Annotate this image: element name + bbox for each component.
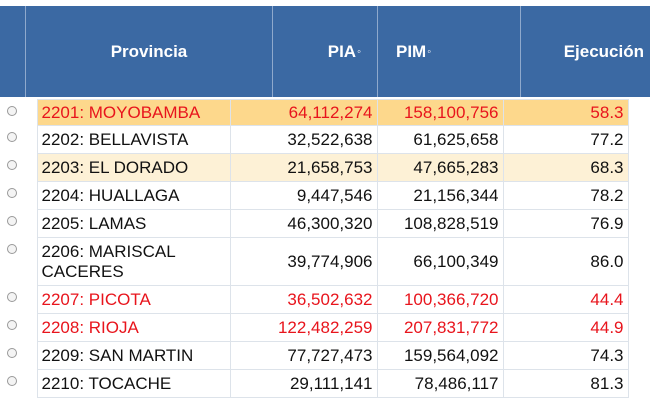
sort-icon[interactable]: ◦ — [427, 45, 432, 58]
column-header-pim[interactable]: PIM ◦ — [377, 6, 520, 97]
ejecucion-cell: 76.9 — [502, 209, 629, 238]
radio-button[interactable] — [7, 215, 17, 226]
row-select-cell[interactable] — [0, 126, 37, 154]
row-select-cell[interactable] — [0, 314, 37, 342]
provincia-cell: 2205: LAMAS — [36, 209, 231, 238]
row-select-cell[interactable] — [0, 238, 37, 286]
provincia-cell: 2206: MARISCAL CACERES — [36, 237, 231, 286]
radio-button[interactable] — [7, 347, 17, 358]
table-row[interactable]: 2203: EL DORADO 21,658,753 47,665,283 68… — [0, 153, 629, 182]
table-row[interactable]: 2207: PICOTA 36,502,632 100,366,720 44.4 — [0, 285, 629, 314]
radio-button[interactable] — [7, 159, 17, 170]
radio-button[interactable] — [7, 319, 17, 330]
data-table: 2201: MOYOBAMBA 64,112,274 158,100,756 5… — [0, 99, 629, 398]
row-select-cell[interactable] — [0, 210, 37, 238]
row-select-cell[interactable] — [0, 182, 37, 210]
ejecucion-cell: 44.9 — [502, 313, 629, 342]
pim-cell: 47,665,283 — [376, 153, 504, 182]
provincia-cell: 2210: TOCACHE — [36, 369, 231, 398]
table-row[interactable]: 2208: RIOJA 122,482,259 207,831,772 44.9 — [0, 313, 629, 342]
row-select-cell[interactable] — [0, 286, 37, 314]
radio-button[interactable] — [7, 291, 17, 302]
radio-button[interactable] — [7, 187, 17, 198]
pia-cell: 29,111,141 — [229, 369, 378, 398]
ejecucion-cell: 78.2 — [502, 181, 629, 210]
header-label: Provincia — [110, 41, 188, 61]
row-select-cell[interactable] — [0, 100, 37, 126]
column-header-ejecucion[interactable]: Ejecución — [520, 6, 650, 97]
pim-cell: 61,625,658 — [376, 125, 504, 154]
ejecucion-cell: 77.2 — [502, 125, 629, 154]
ejecucion-cell: 74.3 — [502, 341, 629, 370]
pim-cell: 207,831,772 — [376, 313, 504, 342]
table-header: Provincia PIA ◦ PIM ◦ Ejecución — [0, 6, 650, 97]
radio-button[interactable] — [7, 105, 17, 116]
ejecucion-cell: 44.4 — [502, 285, 629, 314]
header-label: PIA — [327, 41, 357, 61]
table-row[interactable]: 2202: BELLAVISTA 32,522,638 61,625,658 7… — [0, 125, 629, 154]
pim-cell: 159,564,092 — [376, 341, 504, 370]
pia-cell: 122,482,259 — [229, 313, 378, 342]
radio-button[interactable] — [7, 131, 17, 142]
column-header-pia[interactable]: PIA ◦ — [272, 6, 377, 97]
pim-cell: 21,156,344 — [376, 181, 504, 210]
pia-cell: 46,300,320 — [229, 209, 378, 238]
provincia-cell: 2208: RIOJA — [36, 313, 231, 342]
pia-cell: 9,447,546 — [229, 181, 378, 210]
header-label: Ejecución — [563, 41, 644, 61]
pim-cell: 158,100,756 — [376, 99, 504, 126]
provincia-cell: 2204: HUALLAGA — [36, 181, 231, 210]
ejecucion-cell: 68.3 — [502, 153, 629, 182]
pia-cell: 32,522,638 — [229, 125, 378, 154]
ejecucion-cell: 86.0 — [502, 237, 629, 286]
table-row[interactable]: 2210: TOCACHE 29,111,141 78,486,117 81.3 — [0, 369, 629, 398]
provincia-cell: 2203: EL DORADO — [36, 153, 231, 182]
header-label: PIM — [396, 41, 427, 61]
row-select-cell[interactable] — [0, 154, 37, 182]
pim-cell: 78,486,117 — [376, 369, 504, 398]
table-row[interactable]: 2205: LAMAS 46,300,320 108,828,519 76.9 — [0, 209, 629, 238]
pia-cell: 39,774,906 — [229, 237, 378, 286]
column-header-provincia[interactable]: Provincia — [25, 6, 272, 97]
ejecucion-cell: 81.3 — [502, 369, 629, 398]
provincia-cell: 2207: PICOTA — [36, 285, 231, 314]
table-row[interactable]: 2201: MOYOBAMBA 64,112,274 158,100,756 5… — [0, 99, 629, 126]
radio-button[interactable] — [7, 375, 17, 386]
table-row[interactable]: 2206: MARISCAL CACERES 39,774,906 66,100… — [0, 237, 629, 286]
radio-button[interactable] — [7, 243, 17, 254]
pim-cell: 108,828,519 — [376, 209, 504, 238]
row-select-cell[interactable] — [0, 370, 37, 398]
row-select-cell[interactable] — [0, 342, 37, 370]
table-row[interactable]: 2209: SAN MARTIN 77,727,473 159,564,092 … — [0, 341, 629, 370]
pia-cell: 64,112,274 — [229, 99, 378, 126]
pia-cell: 36,502,632 — [229, 285, 378, 314]
pim-cell: 100,366,720 — [376, 285, 504, 314]
ejecucion-cell: 58.3 — [502, 99, 629, 126]
pim-cell: 66,100,349 — [376, 237, 504, 286]
provincia-cell: 2209: SAN MARTIN — [36, 341, 231, 370]
pia-cell: 21,658,753 — [229, 153, 378, 182]
provincia-cell: 2202: BELLAVISTA — [36, 125, 231, 154]
table-row[interactable]: 2204: HUALLAGA 9,447,546 21,156,344 78.2 — [0, 181, 629, 210]
pia-cell: 77,727,473 — [229, 341, 378, 370]
sort-icon[interactable]: ◦ — [357, 45, 361, 58]
provincia-cell: 2201: MOYOBAMBA — [36, 99, 231, 126]
